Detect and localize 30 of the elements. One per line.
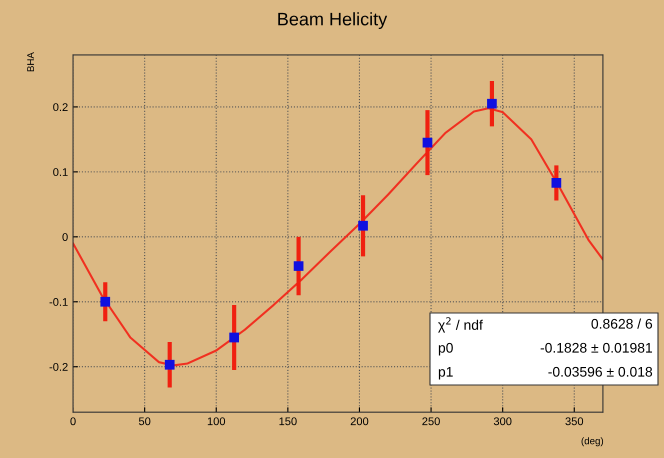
y-tick-label: -0.1 [50, 298, 68, 306]
point [294, 261, 304, 271]
x-tick-label: 200 [350, 417, 368, 426]
point [422, 138, 432, 148]
point [164, 360, 175, 370]
annotation: -0.1828 ± 0.01981 [540, 342, 652, 353]
y-tick-label: 0.1 [53, 168, 68, 176]
y-tick-label: 0.2 [53, 103, 68, 112]
x-tick-label: 0 [70, 417, 76, 426]
point [552, 178, 562, 188]
x-tick-label: 300 [494, 417, 512, 426]
point [229, 332, 240, 342]
point [100, 296, 110, 307]
x-tick-label: 350 [565, 417, 584, 426]
point [487, 98, 497, 109]
x-tick-label: 100 [208, 417, 226, 426]
y-tick-label: 0 [62, 233, 68, 241]
y-tick-label: -0.2 [50, 363, 68, 371]
x-tick-label: 50 [138, 417, 150, 426]
annotation: χ$^{2}$ / ndf [438, 317, 483, 333]
annotation: p1 [438, 367, 453, 380]
chart-title: Beam Helicity [278, 12, 388, 30]
annotation: -0.03596 ± 0.018 [548, 366, 652, 377]
point [358, 220, 368, 231]
y-axis-title: BHA [27, 52, 34, 72]
annotation: p0 [438, 342, 453, 356]
x-tick-label: 150 [279, 417, 297, 426]
x-axis-title: (deg) [582, 437, 604, 446]
x-tick-label: 250 [422, 417, 440, 426]
annotation: 0.8628 / 6 [591, 318, 652, 329]
